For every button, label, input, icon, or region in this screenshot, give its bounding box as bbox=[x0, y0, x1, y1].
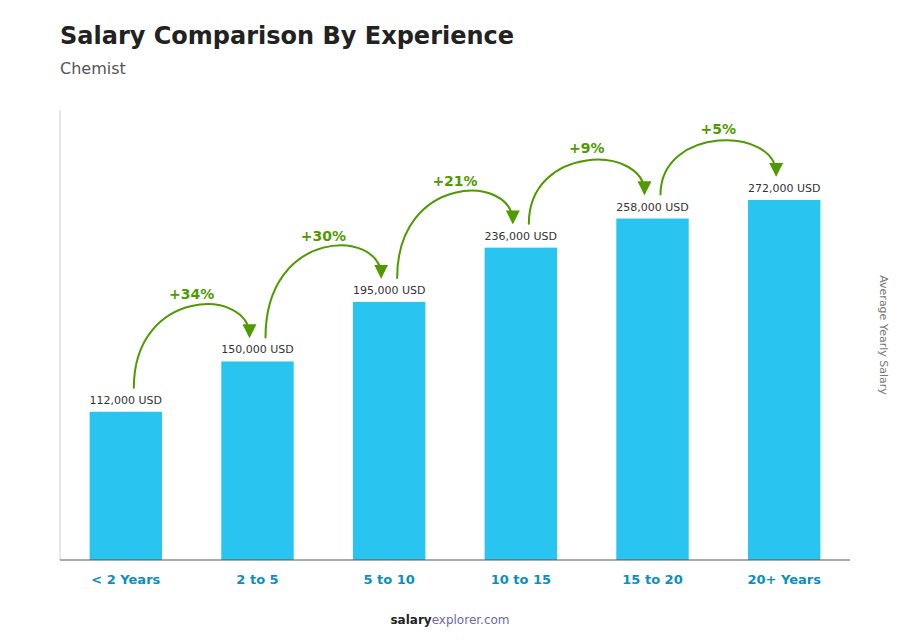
y-axis-line bbox=[60, 110, 61, 560]
bar bbox=[90, 412, 162, 560]
page: {"chart_data": {"type": "bar", "title": … bbox=[0, 0, 900, 641]
data-label: 272,000 USD bbox=[748, 182, 821, 195]
category-label: 5 to 10 bbox=[363, 572, 414, 587]
change-arc bbox=[529, 160, 645, 224]
footer-part: salary bbox=[390, 613, 431, 627]
chart-svg: Salary Comparison By Experience Chemist < … bbox=[0, 0, 900, 641]
change-label: +30% bbox=[301, 228, 346, 244]
data-label: 258,000 USD bbox=[616, 201, 689, 214]
category-label: 15 to 20 bbox=[622, 572, 682, 587]
change-label: +21% bbox=[432, 173, 477, 189]
bar bbox=[221, 361, 293, 560]
chart-container: Salary Comparison By Experience Chemist < … bbox=[0, 0, 900, 641]
footer: salaryexplorer.com bbox=[390, 613, 509, 627]
change-arc bbox=[397, 191, 513, 278]
y-axis-label: Average Yearly Salary bbox=[877, 275, 890, 395]
data-label: 195,000 USD bbox=[353, 284, 426, 297]
change-arc bbox=[266, 245, 382, 337]
change-arc bbox=[661, 140, 777, 194]
subtitle: Chemist bbox=[60, 59, 126, 78]
data-label: 112,000 USD bbox=[90, 394, 163, 407]
category-label: < 2 Years bbox=[91, 572, 160, 587]
data-label: 236,000 USD bbox=[485, 230, 558, 243]
change-label: +5% bbox=[701, 121, 737, 137]
category-label: 10 to 15 bbox=[491, 572, 551, 587]
title: Salary Comparison By Experience bbox=[60, 22, 514, 50]
change-label: +9% bbox=[569, 140, 605, 156]
bar bbox=[485, 248, 557, 560]
bar bbox=[353, 302, 425, 560]
data-label: 150,000 USD bbox=[221, 343, 294, 356]
bar bbox=[748, 200, 820, 560]
category-label: 2 to 5 bbox=[236, 572, 278, 587]
baseline bbox=[60, 560, 850, 561]
change-annotations: +34% +30% +21% +9% +5% bbox=[134, 121, 776, 388]
bar bbox=[616, 219, 688, 560]
footer-part: explorer.com bbox=[432, 613, 510, 627]
bars bbox=[90, 200, 821, 560]
change-arc bbox=[134, 304, 250, 388]
change-label: +34% bbox=[169, 286, 214, 302]
category-label: 20+ Years bbox=[747, 572, 821, 587]
